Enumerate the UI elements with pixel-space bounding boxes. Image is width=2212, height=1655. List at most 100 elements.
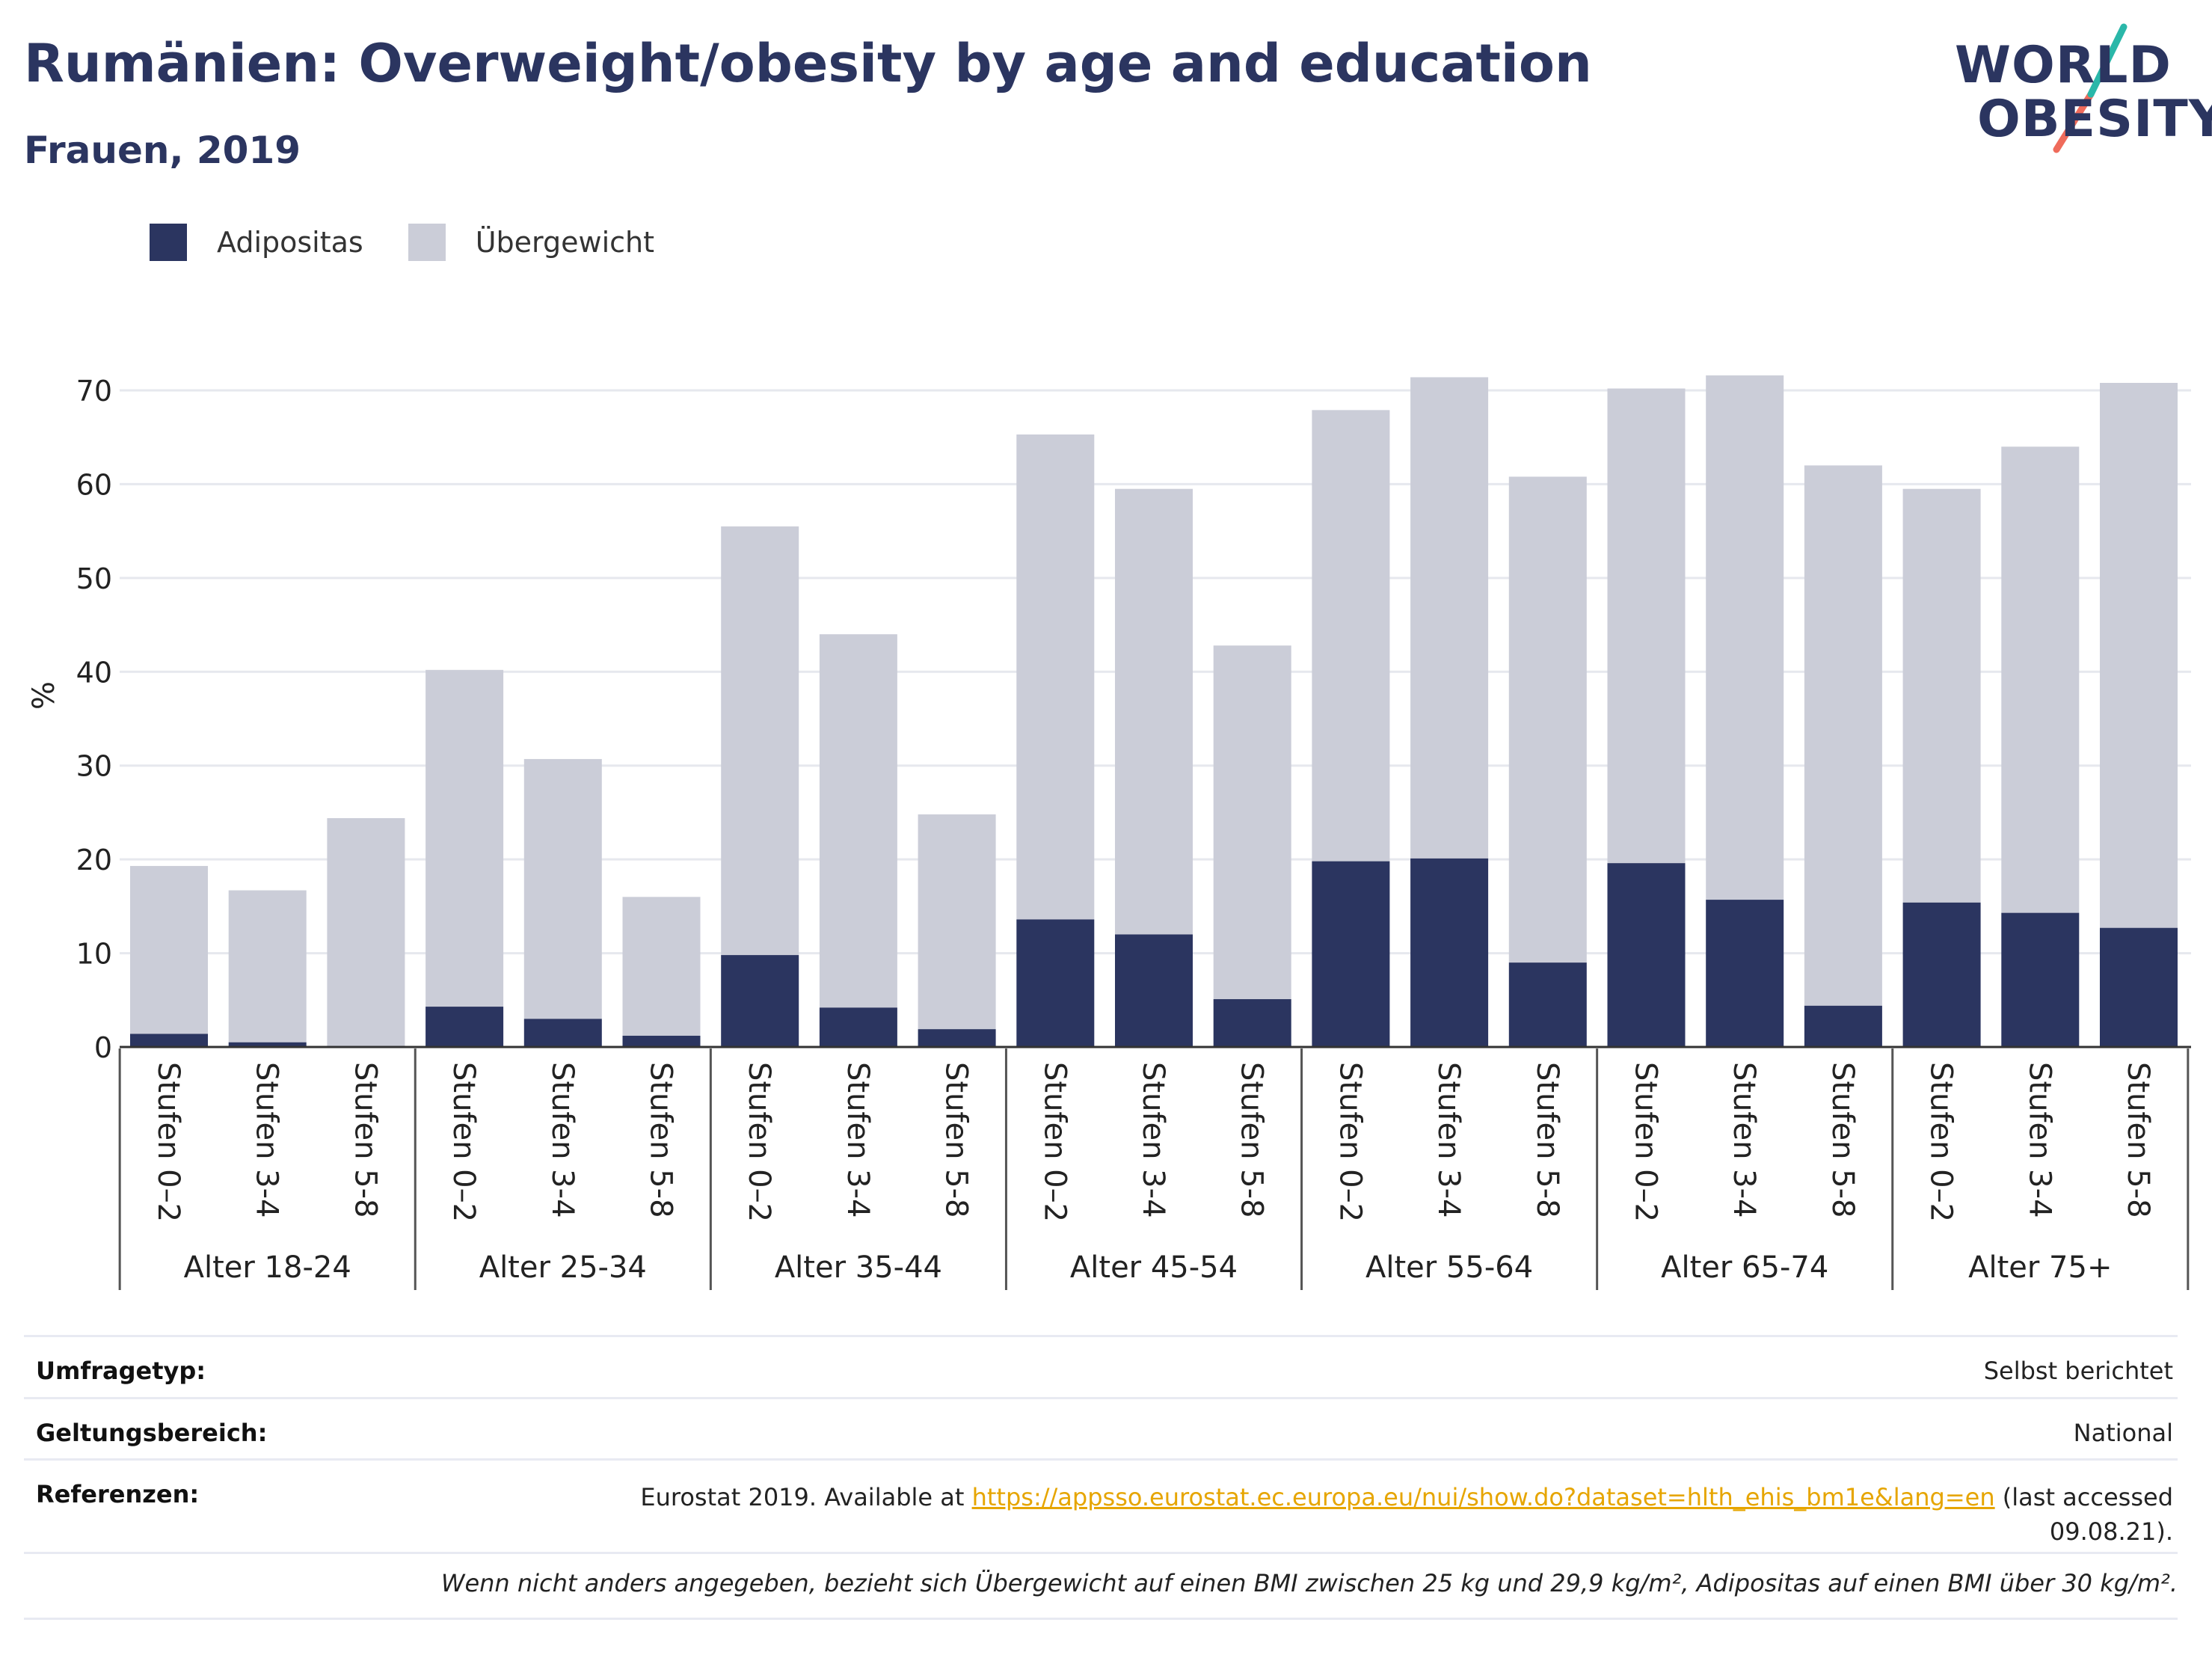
- group-label: Alter 65-74: [1661, 1250, 1828, 1285]
- bar-adipositas[interactable]: [918, 1029, 996, 1047]
- x-tick-label: Stufen 3-4: [1727, 1062, 1761, 1218]
- footer-row-scope: Geltungsbereich: National: [24, 1397, 2178, 1459]
- legend-item-adipositas[interactable]: Adipositas: [150, 224, 363, 261]
- references-value: Eurostat 2019. Available at https://apps…: [640, 1480, 2173, 1549]
- bar-adipositas[interactable]: [1115, 934, 1193, 1047]
- bar-adipositas[interactable]: [2100, 927, 2178, 1047]
- page-title: Rumänien: Overweight/obesity by age and …: [24, 33, 1592, 94]
- footnote: Wenn nicht anders angegeben, bezieht sic…: [440, 1569, 2178, 1597]
- bar-adipositas[interactable]: [130, 1034, 208, 1047]
- x-tick-label: Stufen 0–2: [1924, 1062, 1958, 1222]
- bar-uebergewicht[interactable]: [2001, 446, 2080, 913]
- x-tick-label: Stufen 0–2: [1037, 1062, 1072, 1222]
- bar-adipositas[interactable]: [819, 1007, 897, 1047]
- bar-uebergewicht[interactable]: [523, 758, 602, 1019]
- y-tick-label: 10: [76, 938, 112, 971]
- footer-row-survey-type: Umfragetyp: Selbst berichtet: [24, 1335, 2178, 1397]
- bar-adipositas[interactable]: [1016, 919, 1095, 1047]
- bar-adipositas[interactable]: [1312, 861, 1390, 1047]
- bar-uebergewicht[interactable]: [721, 526, 799, 956]
- x-tick-label: Stufen 3-4: [2022, 1062, 2056, 1218]
- x-tick-label: Stufen 5-8: [348, 1062, 382, 1218]
- group-label: Alter 35-44: [775, 1250, 942, 1285]
- bar-adipositas[interactable]: [425, 1007, 504, 1047]
- scope-label: Geltungsbereich:: [36, 1419, 268, 1447]
- bar-uebergewicht[interactable]: [327, 817, 405, 1047]
- bar-adipositas[interactable]: [721, 955, 799, 1047]
- bar-uebergewicht[interactable]: [130, 865, 208, 1034]
- bar-uebergewicht[interactable]: [1410, 377, 1489, 859]
- y-axis-label: %: [27, 681, 61, 710]
- group-label: Alter 45-54: [1070, 1250, 1238, 1285]
- world-obesity-logo: WORLD OBESITY: [1944, 22, 2212, 157]
- x-tick-label: Stufen 5-8: [2121, 1062, 2155, 1218]
- y-tick-label: 20: [76, 844, 112, 876]
- survey-type-label: Umfragetyp:: [36, 1357, 206, 1385]
- bar-uebergewicht[interactable]: [1312, 410, 1390, 862]
- group-label: Alter 18-24: [184, 1250, 351, 1285]
- bar-adipositas[interactable]: [1213, 999, 1291, 1047]
- bar-adipositas[interactable]: [2001, 912, 2080, 1047]
- bar-uebergewicht[interactable]: [425, 669, 504, 1007]
- footer-row-footnote: [24, 1552, 2178, 1620]
- bar-uebergewicht[interactable]: [2100, 382, 2178, 928]
- y-tick-label: 70: [76, 375, 112, 408]
- x-tick-label: Stufen 0–2: [1629, 1062, 1663, 1222]
- x-tick-label: Stufen 3-4: [545, 1062, 580, 1218]
- bar-uebergewicht[interactable]: [1508, 476, 1587, 963]
- chart-legend: Adipositas Übergewicht: [150, 221, 699, 263]
- x-tick-label: Stufen 5-8: [1825, 1062, 1860, 1218]
- bar-uebergewicht[interactable]: [1115, 488, 1193, 935]
- x-tick-label: Stufen 3-4: [841, 1062, 875, 1218]
- bar-adipositas[interactable]: [1508, 962, 1587, 1047]
- stacked-bar-chart: 0 10 20 30 40 50 60 70% Alter 18-24 Alter 25-34 Al…: [27, 375, 2191, 1290]
- bar-adipositas[interactable]: [1607, 863, 1686, 1047]
- bar-adipositas[interactable]: [1706, 900, 1784, 1047]
- bar-uebergewicht[interactable]: [1804, 465, 1882, 1006]
- scope-value: National: [2073, 1419, 2173, 1447]
- bar-uebergewicht[interactable]: [1607, 388, 1686, 864]
- legend-swatch-uebergewicht: [408, 224, 446, 261]
- bar-adipositas[interactable]: [622, 1035, 701, 1047]
- bar-adipositas[interactable]: [523, 1019, 602, 1047]
- x-tick-label: Stufen 5-8: [1235, 1062, 1269, 1218]
- group-label: Alter 75+: [1968, 1250, 2112, 1285]
- group-label: Alter 55-64: [1365, 1250, 1533, 1285]
- legend-item-uebergewicht[interactable]: Übergewicht: [408, 224, 654, 261]
- bar-uebergewicht[interactable]: [622, 897, 701, 1036]
- references-suffix: (last accessed: [1994, 1483, 2173, 1511]
- y-tick-label: 0: [94, 1031, 112, 1064]
- bar-uebergewicht[interactable]: [1706, 375, 1784, 900]
- bar-uebergewicht[interactable]: [1902, 488, 1981, 903]
- page-subtitle: Frauen, 2019: [24, 129, 301, 172]
- survey-type-value: Selbst berichtet: [1983, 1357, 2173, 1385]
- bar-adipositas[interactable]: [228, 1042, 307, 1047]
- bar-uebergewicht[interactable]: [1016, 434, 1095, 920]
- x-tick-label: Stufen 3-4: [1136, 1062, 1170, 1218]
- y-tick-label: 50: [76, 562, 112, 595]
- x-tick-label: Stufen 5-8: [644, 1062, 678, 1218]
- x-tick-label: Stufen 0–2: [1333, 1062, 1367, 1222]
- references-date: 09.08.21).: [2049, 1517, 2173, 1546]
- group-label: Alter 25-34: [479, 1250, 647, 1285]
- bar-adipositas[interactable]: [1804, 1005, 1882, 1047]
- y-tick-label: 60: [76, 468, 112, 501]
- bar-uebergewicht[interactable]: [819, 634, 897, 1008]
- legend-label-adipositas: Adipositas: [217, 226, 363, 259]
- bar-adipositas[interactable]: [1902, 902, 1981, 1047]
- footer-row-references: Referenzen: Eurostat 2019. Available at …: [24, 1458, 2178, 1553]
- bar-uebergewicht[interactable]: [228, 890, 307, 1043]
- y-tick-label: 30: [76, 750, 112, 783]
- x-tick-label: Stufen 0–2: [446, 1062, 481, 1222]
- x-tick-label: Stufen 5-8: [939, 1062, 974, 1218]
- bar-adipositas[interactable]: [1410, 858, 1489, 1047]
- references-link[interactable]: https://appsso.eurostat.ec.europa.eu/nui…: [971, 1483, 1995, 1511]
- bar-uebergewicht[interactable]: [918, 814, 996, 1030]
- legend-label-uebergewicht: Übergewicht: [475, 226, 654, 259]
- bar-uebergewicht[interactable]: [1213, 645, 1291, 1000]
- logo-line1: WORLD: [1955, 36, 2172, 95]
- y-tick-label: 40: [76, 656, 112, 689]
- logo-line2: OBESITY: [1977, 90, 2212, 149]
- references-label: Referenzen:: [36, 1480, 200, 1508]
